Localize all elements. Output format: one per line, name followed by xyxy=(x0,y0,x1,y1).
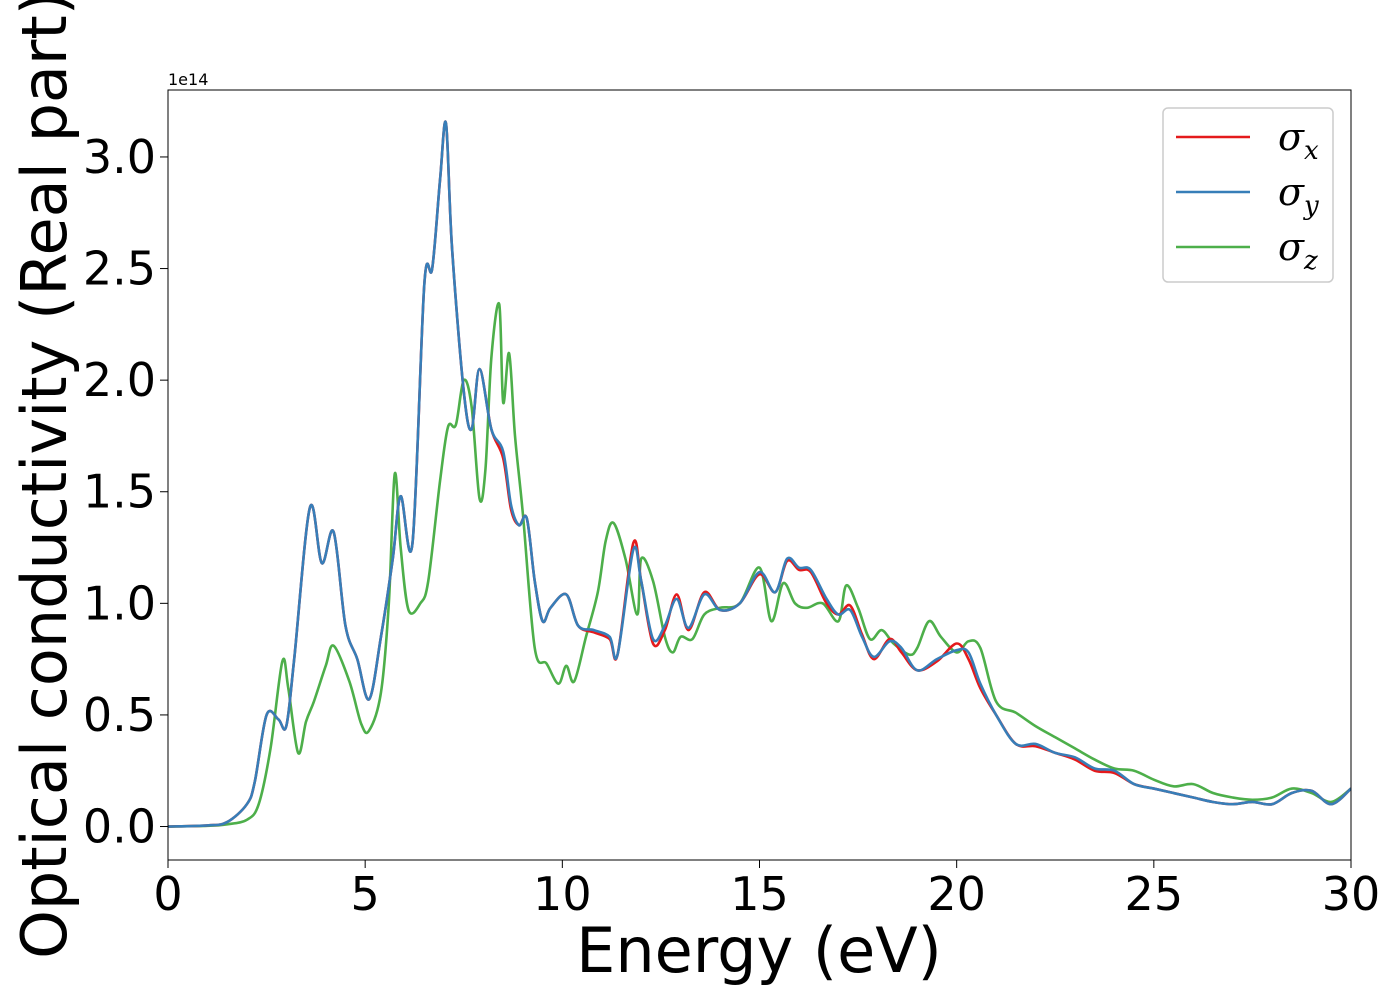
y-tick-label: 2.5 xyxy=(83,242,156,296)
y-tick-label: 3.0 xyxy=(83,130,156,184)
y-tick-label: 0.5 xyxy=(83,688,156,742)
x-tick-label: 30 xyxy=(1322,867,1381,921)
y-tick-label: 2.0 xyxy=(83,353,156,407)
y-axis: 0.0 0.5 1.0 1.5 2.0 2.5 3.0 xyxy=(83,130,168,854)
y-tick-label: 0.0 xyxy=(83,800,156,854)
x-tick-label: 0 xyxy=(153,867,182,921)
x-tick-label: 20 xyxy=(927,867,986,921)
y-tick-label: 1.5 xyxy=(83,465,156,519)
x-tick-label: 15 xyxy=(730,867,789,921)
x-tick-label: 25 xyxy=(1125,867,1184,921)
series-line-y xyxy=(168,120,1351,828)
series-layer xyxy=(168,120,1351,828)
y-offset-label: 1e14 xyxy=(168,70,208,89)
y-axis-label: Optical conductivity (Real part) xyxy=(8,0,81,959)
legend-box xyxy=(1162,107,1334,283)
x-tick-label: 5 xyxy=(351,867,380,921)
x-axis-label: Energy (eV) xyxy=(576,914,942,987)
legend-label-z: σz xyxy=(1278,225,1318,276)
y-tick-label: 1.0 xyxy=(83,576,156,630)
x-tick-label: 10 xyxy=(533,867,592,921)
legend-label-y: σy xyxy=(1278,170,1319,221)
legend-label-x: σx xyxy=(1278,115,1319,166)
x-axis: 0 5 10 15 20 25 30 xyxy=(153,860,1380,921)
series-line-z xyxy=(168,301,1351,828)
